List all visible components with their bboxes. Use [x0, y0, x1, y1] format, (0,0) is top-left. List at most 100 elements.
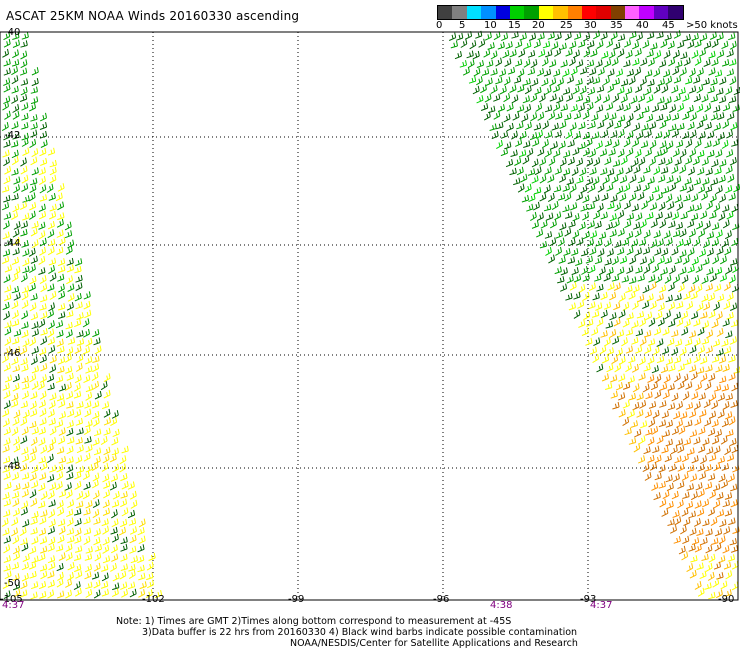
wind-barb — [594, 94, 602, 104]
wind-barb — [39, 112, 47, 122]
wind-barb — [112, 491, 120, 500]
wind-barb — [670, 445, 678, 455]
wind-barb — [40, 328, 48, 336]
wind-barb — [11, 85, 19, 94]
wind-barb — [531, 78, 539, 87]
wind-barb — [121, 481, 129, 490]
wind-barb — [84, 436, 92, 444]
wind-barb — [722, 318, 730, 327]
wind-barb — [649, 300, 657, 310]
wind-barb — [712, 483, 721, 492]
wind-barb — [47, 579, 55, 588]
wind-barb — [691, 455, 699, 464]
lon-label-93: -93 — [580, 594, 597, 605]
wind-barb — [685, 338, 693, 346]
wind-barb — [610, 194, 618, 203]
wind-barb — [587, 202, 596, 210]
wind-barb — [127, 581, 136, 590]
wind-barb — [733, 86, 740, 96]
wind-barb — [3, 212, 12, 220]
wind-barb — [527, 67, 536, 76]
wind-barb — [659, 120, 667, 129]
wind-barb — [454, 51, 462, 60]
wind-barb — [676, 201, 684, 211]
wind-barb — [717, 49, 725, 59]
wind-barb — [727, 112, 735, 121]
wind-barb — [2, 255, 10, 264]
wind-barb — [84, 564, 92, 573]
wind-barb — [704, 220, 711, 230]
wind-barb — [2, 101, 9, 111]
wind-barb — [13, 483, 21, 491]
wind-barb — [521, 113, 529, 123]
wind-barb — [698, 471, 707, 480]
wind-barb — [704, 582, 712, 590]
wind-barb — [112, 582, 120, 591]
wind-barb — [110, 526, 118, 535]
wind-barb — [686, 184, 694, 193]
wind-barb — [701, 337, 710, 345]
wind-barb — [4, 570, 12, 580]
wind-barb — [711, 222, 720, 231]
wind-barb — [715, 149, 723, 158]
wind-barb — [705, 283, 713, 292]
wind-barb — [487, 42, 495, 50]
wind-barb — [47, 570, 55, 579]
wind-barb — [661, 84, 669, 94]
wind-barb — [593, 30, 600, 40]
wind-barb — [28, 247, 36, 257]
wind-barb — [47, 474, 55, 483]
wind-barb — [76, 490, 84, 500]
wind-barb — [58, 427, 66, 436]
wind-barb — [536, 212, 544, 222]
wind-barb — [689, 129, 697, 139]
wind-barb — [638, 435, 646, 445]
wind-barb — [731, 382, 739, 392]
wind-barb — [691, 256, 699, 266]
wind-barb — [554, 47, 561, 57]
wind-barb — [30, 581, 39, 590]
wind-barb — [532, 138, 540, 147]
wind-barb — [694, 203, 702, 212]
wind-barb — [693, 318, 701, 327]
wind-barb — [82, 346, 90, 355]
wind-barb — [12, 545, 20, 555]
wind-barb — [687, 219, 695, 228]
wind-barb — [110, 473, 118, 482]
wind-barb — [39, 184, 47, 194]
wind-barb — [725, 393, 733, 401]
wind-barb — [21, 426, 29, 436]
wind-barb — [596, 317, 604, 327]
wind-barb — [668, 265, 676, 275]
wind-barb — [549, 219, 557, 229]
wind-barb — [82, 471, 90, 481]
wind-barb — [700, 114, 708, 123]
wind-barb — [574, 32, 582, 40]
wind-barb — [644, 129, 652, 138]
wind-barb — [57, 507, 65, 517]
wind-barb — [621, 337, 628, 347]
wind-barb — [39, 246, 46, 256]
wind-barb — [49, 159, 57, 168]
wind-barb — [659, 498, 667, 508]
wind-barb — [576, 157, 584, 167]
wind-barb — [714, 542, 722, 552]
wind-barb — [658, 464, 666, 473]
wind-barb — [571, 267, 579, 276]
wind-barb — [723, 301, 731, 310]
wind-barb — [688, 85, 697, 94]
wind-barb — [48, 320, 55, 330]
wind-barb — [641, 123, 649, 131]
wind-barb — [696, 84, 704, 94]
wind-barb — [103, 489, 110, 499]
wind-barb — [550, 141, 558, 150]
wind-barb — [717, 293, 725, 303]
wind-barb — [681, 310, 689, 320]
wind-barb — [645, 311, 653, 321]
wind-barb — [625, 345, 633, 354]
wind-barb — [676, 317, 684, 327]
wind-barb — [716, 492, 724, 500]
wind-barb — [12, 336, 20, 345]
wind-barb — [704, 140, 712, 149]
wind-barb — [12, 247, 20, 256]
